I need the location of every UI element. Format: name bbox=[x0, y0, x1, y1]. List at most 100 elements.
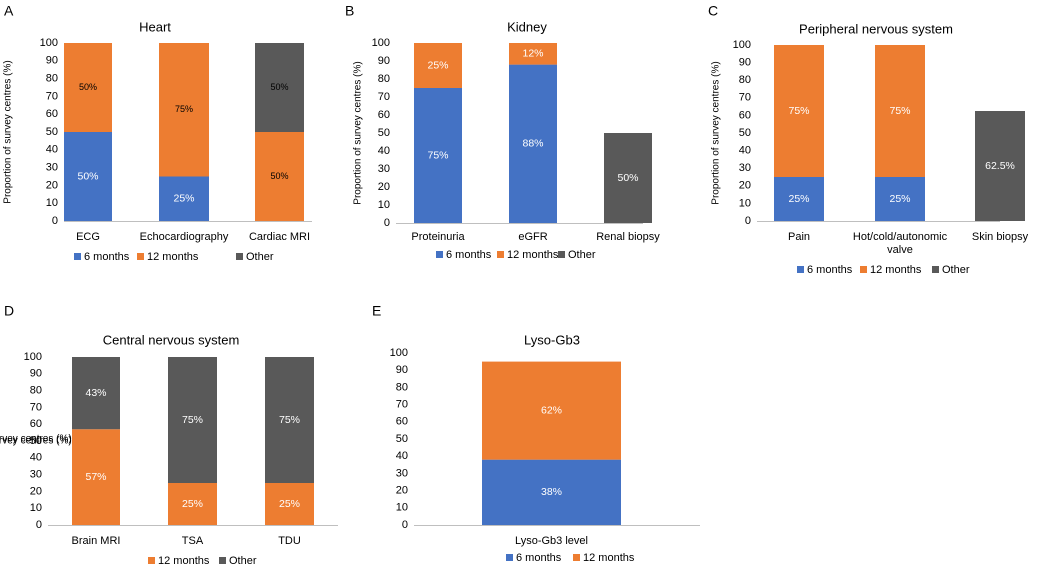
panel-c-ytick: 50 bbox=[739, 127, 751, 139]
panel-c-label: C bbox=[708, 3, 718, 19]
panel-b-ytick: 90 bbox=[378, 55, 390, 67]
panel-e-ytick: 30 bbox=[396, 467, 408, 479]
panel-a-bar-echocardiography-12-months bbox=[159, 43, 209, 177]
panel-b-ylabel: Proportion of survey centres (%) bbox=[353, 61, 364, 204]
panel-c-data-label: 25% bbox=[889, 193, 910, 205]
panel-e-ytick: 0 bbox=[402, 519, 408, 531]
panel-d-ytick: 60 bbox=[30, 418, 42, 430]
panel-a-category-label: Cardiac MRI bbox=[249, 231, 310, 243]
panel-d-category-label: TSA bbox=[182, 535, 204, 547]
panel-a-ylabel: Proportion of survey centres (%) bbox=[3, 60, 14, 203]
panel-a-ytick: 60 bbox=[46, 108, 58, 120]
panel-d-ytick: 50 bbox=[30, 435, 42, 447]
panel-d-data-label: 43% bbox=[85, 387, 106, 399]
panel-e-label: E bbox=[372, 303, 381, 319]
panel-c-legend-swatch-12-months bbox=[860, 266, 867, 273]
panel-a-legend-swatch-12-months bbox=[137, 253, 144, 260]
panel-c-data-label: 75% bbox=[889, 105, 910, 117]
panel-b-legend-swatch-12-months bbox=[497, 251, 504, 258]
panel-a-ytick: 10 bbox=[46, 197, 58, 209]
panel-c-ytick: 100 bbox=[733, 39, 751, 51]
panel-d-ytick: 70 bbox=[30, 401, 42, 413]
panel-c-ylabel: Proportion of survey centres (%) bbox=[711, 61, 722, 204]
panel-d-category-label: Brain MRI bbox=[72, 535, 121, 547]
panel-d-category-label: TDU bbox=[278, 535, 301, 547]
panel-a-ytick: 90 bbox=[46, 55, 58, 67]
panel-d-data-label: 25% bbox=[182, 498, 203, 510]
panel-b-data-label: 88% bbox=[522, 138, 543, 150]
panel-a-ytick: 20 bbox=[46, 179, 58, 191]
panel-b-ytick: 70 bbox=[378, 91, 390, 103]
panel-d-title: Central nervous system bbox=[103, 332, 240, 347]
panel-a-ytick: 70 bbox=[46, 90, 58, 102]
panel-d-ytick: 90 bbox=[30, 368, 42, 380]
panel-a-data-label: 50% bbox=[270, 171, 288, 181]
panel-a-bar-ecg-12-months bbox=[64, 43, 112, 132]
panel-c-legend-label-12-months: 12 months bbox=[870, 264, 922, 276]
panel-d-legend-label-other: Other bbox=[229, 555, 257, 566]
panel-e-ytick: 50 bbox=[396, 433, 408, 445]
panel-b-legend-label-other: Other bbox=[568, 249, 596, 261]
panel-e-bar-lyso-gb3-level-6-months bbox=[482, 459, 621, 525]
panel-b-bar-egfr-12-months bbox=[509, 43, 557, 65]
panel-b-ytick: 10 bbox=[378, 199, 390, 211]
panel-c-title: Peripheral nervous system bbox=[799, 21, 953, 36]
panel-d-bar-tsa-12-months bbox=[168, 483, 217, 525]
panel-e-ytick: 100 bbox=[390, 347, 408, 359]
panel-d-data-label: 57% bbox=[85, 471, 106, 483]
panel-c-bar-pain-12-months bbox=[774, 45, 824, 177]
panel-a-legend-label-6-months: 6 months bbox=[84, 251, 130, 263]
panel-e-legend-swatch-6-months bbox=[506, 554, 513, 561]
panel-c-bar-hot-cold-autonomic-valve-12-months bbox=[875, 45, 925, 177]
panel-a-bar-ecg-6-months bbox=[64, 132, 112, 221]
panel-c-bar-skin-biopsy-other bbox=[975, 111, 1025, 221]
panel-b-ytick: 0 bbox=[384, 217, 390, 229]
panel-a-bar-cardiac-mri-other bbox=[255, 43, 304, 132]
panel-b-ytick: 80 bbox=[378, 73, 390, 85]
panel-c-ytick: 90 bbox=[739, 57, 751, 69]
panel-e-ytick: 60 bbox=[396, 416, 408, 428]
panel-e-ytick: 40 bbox=[396, 450, 408, 462]
panel-e-ylabel: Proportion of survey centres (%) bbox=[0, 434, 72, 445]
panel-a-data-label: 50% bbox=[77, 170, 98, 182]
panel-b-bar-egfr-6-months bbox=[509, 64, 557, 223]
panel-c-category-label: Hot/cold/autonomic valve bbox=[853, 231, 948, 256]
panel-a-bar-cardiac-mri-12-months bbox=[255, 132, 304, 221]
panel-d-ytick: 30 bbox=[30, 469, 42, 481]
panel-d-bar-tdu-other bbox=[265, 357, 314, 483]
panel-b-legend-swatch-6-months bbox=[436, 251, 443, 258]
panel-b-legend-label-12-months: 12 months bbox=[507, 249, 559, 261]
panel-c-legend-label-other: Other bbox=[942, 264, 970, 276]
panel-d-legend-swatch-12-months bbox=[148, 557, 155, 564]
panel-c-ytick: 30 bbox=[739, 162, 751, 174]
panel-c-ytick: 40 bbox=[739, 145, 751, 157]
panel-a-category-label: ECG bbox=[76, 231, 100, 243]
panel-a-ytick: 80 bbox=[46, 73, 58, 85]
panel-e-ytick: 80 bbox=[396, 381, 408, 393]
panel-e-category-label: Lyso-Gb3 level bbox=[515, 535, 588, 547]
panel-d-legend-swatch-other bbox=[219, 557, 226, 564]
panel-e-bar-lyso-gb3-level-12-months bbox=[482, 361, 621, 460]
panel-d-data-label: 25% bbox=[279, 498, 300, 510]
panel-b-ytick: 60 bbox=[378, 109, 390, 121]
panel-c-ytick: 0 bbox=[745, 215, 751, 227]
panel-c-ytick: 80 bbox=[739, 74, 751, 86]
panel-d-bar-brain-mri-12-months bbox=[72, 429, 120, 525]
panel-a-label: A bbox=[4, 3, 14, 19]
panel-d-ytick: 80 bbox=[30, 385, 42, 397]
panel-b-data-label: 12% bbox=[522, 48, 543, 60]
panel-c-ytick: 60 bbox=[739, 109, 751, 121]
panel-a-data-label: 50% bbox=[79, 82, 97, 92]
panel-b-label: B bbox=[345, 3, 354, 19]
panel-a-category-label: Echocardiography bbox=[140, 231, 229, 243]
panel-a-ytick: 0 bbox=[52, 215, 58, 227]
panel-b-bar-renal-biopsy-other bbox=[604, 133, 652, 223]
panel-a-ytick: 30 bbox=[46, 162, 58, 174]
panel-c-data-label: 62.5% bbox=[985, 160, 1015, 172]
panel-d-bar-brain-mri-other bbox=[72, 357, 120, 430]
panel-b-category-label: eGFR bbox=[518, 231, 547, 243]
panel-b-ytick: 50 bbox=[378, 127, 390, 139]
panel-d-bar-tsa-other bbox=[168, 357, 217, 483]
panel-e-data-label: 62% bbox=[541, 404, 562, 416]
